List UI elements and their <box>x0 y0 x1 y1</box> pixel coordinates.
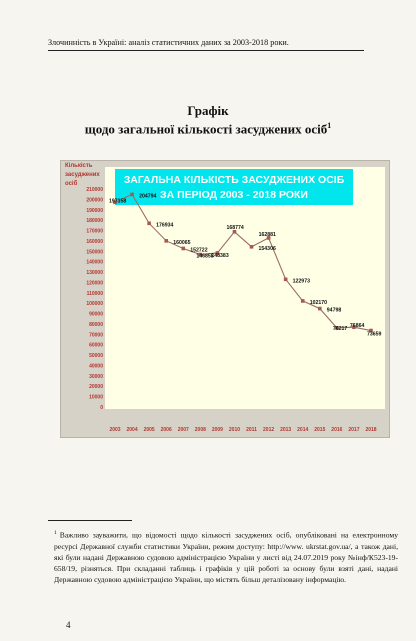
y-tick-label: 100000 <box>86 301 103 307</box>
y-tick-label: 10000 <box>89 395 103 401</box>
data-label: 148383 <box>211 253 228 259</box>
data-point <box>198 252 203 257</box>
data-point <box>335 326 339 330</box>
x-tick-label: 2005 <box>144 427 155 433</box>
chart-frame: ЗАГАЛЬНА КІЛЬКІСТЬ ЗАСУДЖЕНИХ ОСІБ ЗА ПЕР… <box>60 160 390 438</box>
data-point <box>232 229 237 234</box>
x-tick-label: 2009 <box>212 427 223 433</box>
x-tick-label: 2017 <box>348 427 359 433</box>
x-tick-label: 2007 <box>178 427 189 433</box>
data-point <box>181 246 186 251</box>
footnote-text: Важливо зауважити, що відомості щодо кіл… <box>54 530 398 585</box>
y-tick-label: 20000 <box>89 384 103 390</box>
data-label: 102170 <box>310 300 327 306</box>
y-axis-label: осіб <box>65 180 78 187</box>
footnote-rule <box>48 520 132 521</box>
x-tick-label: 2018 <box>365 427 376 433</box>
plot-area <box>105 167 385 409</box>
x-tick-label: 2014 <box>297 427 308 433</box>
x-tick-label: 2015 <box>314 427 325 433</box>
y-tick-label: 110000 <box>87 291 104 297</box>
y-tick-label: 200000 <box>86 197 103 203</box>
data-label: 197158 <box>109 198 126 204</box>
data-label: 146858 <box>196 254 213 260</box>
y-axis-label: засуджених <box>65 172 100 178</box>
line-chart: ЗАГАЛЬНА КІЛЬКІСТЬ ЗАСУДЖЕНИХ ОСІБ ЗА ПЕР… <box>65 163 385 433</box>
data-label: 160065 <box>173 240 190 246</box>
header-rule <box>48 50 364 51</box>
footnote-number: 1 <box>54 530 57 536</box>
data-label: 73659 <box>367 332 382 338</box>
x-tick-label: 2010 <box>229 427 240 433</box>
y-axis-label: Кількість <box>65 163 93 169</box>
data-point <box>147 221 151 226</box>
data-label: 154306 <box>259 246 276 252</box>
y-tick-label: 140000 <box>86 260 103 266</box>
y-tick-label: 180000 <box>86 218 103 224</box>
y-tick-label: 30000 <box>89 374 103 380</box>
y-tick-label: 70000 <box>89 332 103 338</box>
data-point <box>283 277 288 282</box>
data-label: 176934 <box>156 222 173 228</box>
data-point <box>300 299 305 303</box>
data-point <box>369 328 373 333</box>
data-point <box>113 200 117 205</box>
y-tick-label: 0 <box>100 405 103 411</box>
y-tick-label: 210000 <box>86 187 103 193</box>
series-line <box>114 193 372 332</box>
chart-title-box <box>115 169 353 205</box>
x-tick-label: 2016 <box>331 427 342 433</box>
chart-title-line: ЗА ПЕРІОД 2003 - 2018 РОКИ <box>160 189 308 201</box>
y-tick-label: 90000 <box>89 312 103 318</box>
data-label: 76864 <box>350 323 365 329</box>
data-point <box>318 306 322 311</box>
x-tick-label: 2003 <box>109 427 120 433</box>
data-point <box>249 245 254 249</box>
y-tick-label: 160000 <box>86 239 103 245</box>
data-label: 152722 <box>190 247 207 253</box>
y-tick-label: 190000 <box>86 208 103 214</box>
x-tick-label: 2011 <box>246 427 257 433</box>
x-tick-label: 2012 <box>263 427 274 433</box>
data-label: 94798 <box>327 308 342 314</box>
x-tick-label: 2013 <box>280 427 291 433</box>
y-tick-label: 80000 <box>89 322 103 328</box>
x-tick-label: 2006 <box>161 427 172 433</box>
data-label: 162881 <box>259 232 276 238</box>
data-point <box>352 325 356 330</box>
figure-subheading-text: щодо загальної кількості засуджених осіб <box>84 121 328 137</box>
data-label: 168774 <box>226 225 243 231</box>
footnote-reference: 1 <box>327 121 332 130</box>
y-tick-label: 40000 <box>89 363 103 369</box>
page-number: 4 <box>66 620 71 630</box>
data-label: 204794 <box>139 193 156 199</box>
data-point <box>266 236 271 240</box>
chart-title-line: ЗАГАЛЬНА КІЛЬКІСТЬ ЗАСУДЖЕНИХ ОСІБ <box>124 174 345 186</box>
data-label: 76217 <box>333 326 348 332</box>
data-point <box>130 192 134 197</box>
figure-subheading: щодо загальної кількості засуджених осіб… <box>0 121 416 137</box>
x-tick-label: 2004 <box>127 427 138 433</box>
y-tick-label: 120000 <box>86 280 103 286</box>
y-tick-label: 170000 <box>86 229 103 235</box>
data-point <box>215 251 220 255</box>
figure-heading: Графік <box>187 103 229 118</box>
y-tick-label: 130000 <box>86 270 103 276</box>
data-label: 122973 <box>293 278 310 284</box>
y-tick-label: 150000 <box>86 249 103 255</box>
running-header: Злочинність в Україні: аналіз статистичн… <box>48 38 289 47</box>
footnote: 1 Важливо зауважити, що відомості щодо кі… <box>54 528 398 586</box>
y-tick-label: 60000 <box>89 343 103 349</box>
data-point <box>164 239 168 243</box>
y-tick-label: 50000 <box>89 353 103 359</box>
x-tick-label: 2008 <box>195 427 206 433</box>
